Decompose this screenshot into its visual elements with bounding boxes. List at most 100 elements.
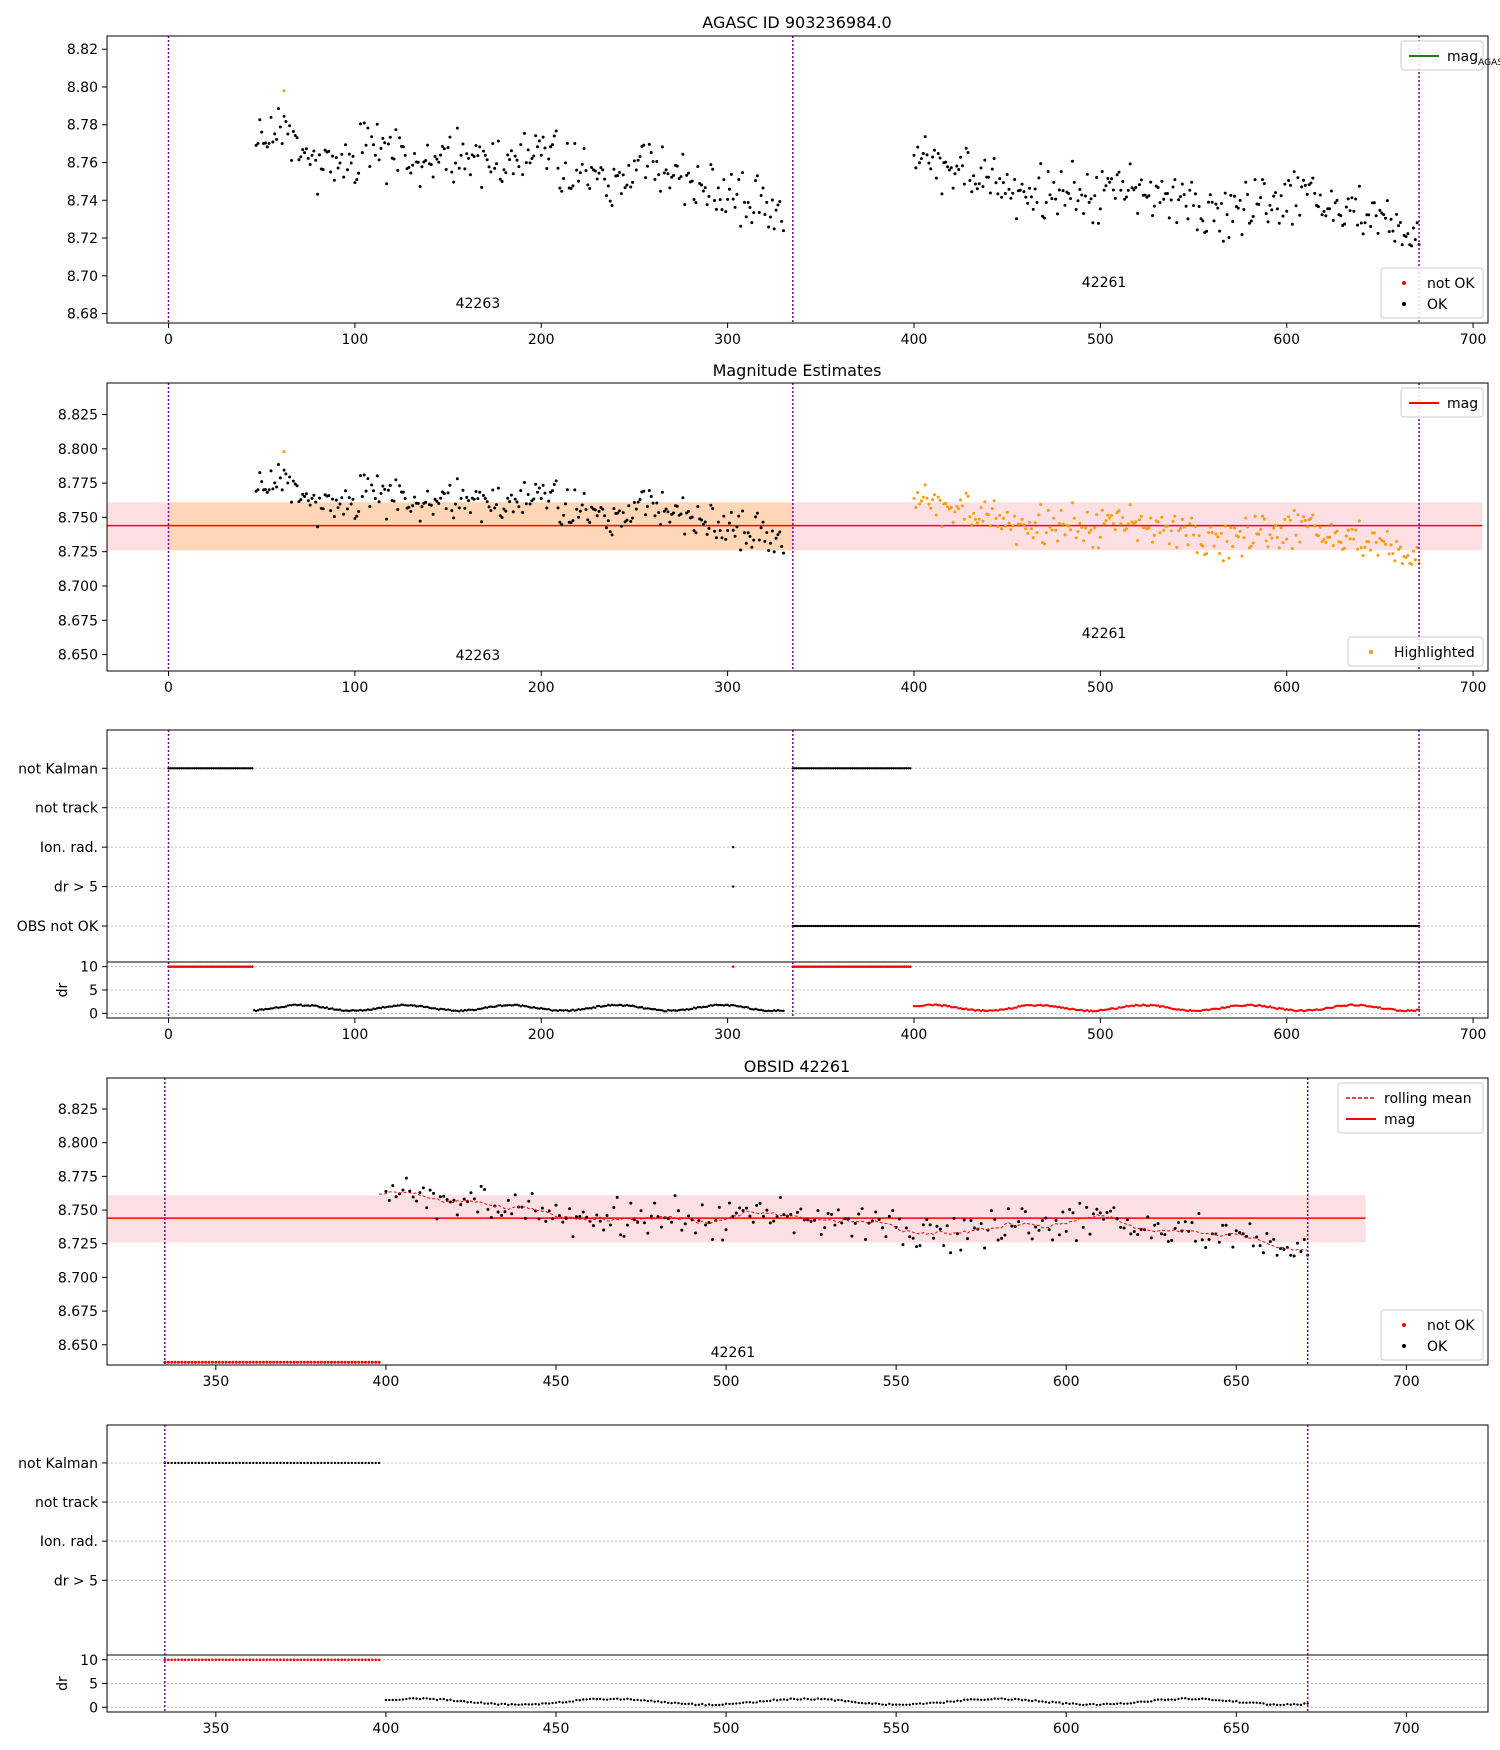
flag-marker <box>804 924 808 928</box>
data-point <box>1204 1245 1208 1249</box>
data-point <box>1301 515 1305 519</box>
data-point <box>487 505 491 509</box>
x-tick-label: 700 <box>1460 332 1487 348</box>
legend <box>1347 636 1484 667</box>
dr-point <box>1151 1004 1154 1007</box>
data-point <box>351 497 355 501</box>
data-point <box>180 1360 184 1364</box>
data-point <box>454 161 458 165</box>
dr-point <box>886 965 890 968</box>
data-point <box>653 1201 657 1205</box>
data-point <box>782 551 786 555</box>
flag-marker <box>806 767 809 770</box>
data-point <box>1184 204 1188 208</box>
data-point <box>532 154 536 158</box>
flag-marker <box>907 767 910 770</box>
data-point <box>1378 208 1382 212</box>
data-point <box>1413 238 1417 242</box>
dr-point <box>1123 1005 1126 1009</box>
data-point <box>973 182 977 186</box>
data-point <box>1411 226 1415 230</box>
data-point <box>964 146 968 150</box>
dr-point <box>782 1009 785 1012</box>
dr-frame <box>106 961 1489 1019</box>
data-point <box>278 476 282 480</box>
data-point <box>1018 188 1022 192</box>
data-point <box>455 1213 459 1217</box>
data-point <box>1236 535 1240 539</box>
data-point <box>432 1191 436 1195</box>
dr-point <box>612 1697 616 1701</box>
dr-point <box>251 1658 255 1662</box>
data-point <box>659 1225 663 1229</box>
flag-marker <box>1401 924 1404 928</box>
data-point <box>241 1360 245 1364</box>
data-point <box>1098 1211 1102 1215</box>
data-point <box>664 507 668 511</box>
flag-marker <box>1257 924 1260 928</box>
dr-point <box>1228 1699 1231 1702</box>
dr-point <box>873 965 877 968</box>
flag-marker <box>996 924 1000 928</box>
dr-point <box>398 1004 401 1007</box>
flag-marker <box>180 1461 184 1465</box>
data-point <box>1339 540 1343 544</box>
data-point <box>645 164 649 168</box>
data-point <box>435 499 439 503</box>
flag-marker <box>888 924 891 928</box>
dr-point <box>1093 1009 1096 1013</box>
flag-marker <box>1000 924 1003 928</box>
dr-point <box>1110 1007 1113 1010</box>
dr-point <box>1227 1006 1231 1009</box>
data-point <box>990 506 994 510</box>
data-point <box>1078 188 1082 192</box>
flag-marker <box>292 1461 296 1465</box>
y-tick-label: 8.78 <box>67 118 98 134</box>
dr-point <box>564 1701 568 1704</box>
flag-marker <box>1287 924 1290 928</box>
flag-marker <box>869 924 873 928</box>
flag-marker <box>1285 924 1288 928</box>
data-point <box>454 502 458 506</box>
flag-marker <box>914 924 918 928</box>
dr-point <box>816 1697 820 1700</box>
data-point <box>927 502 931 506</box>
dr-point <box>1048 1005 1052 1008</box>
flag-marker <box>247 767 250 770</box>
data-point <box>295 1360 299 1364</box>
dr-point <box>282 1005 286 1009</box>
data-point <box>881 1226 885 1230</box>
legend-label: OK <box>1427 1339 1448 1355</box>
flag-marker <box>983 924 987 928</box>
data-point <box>735 525 739 529</box>
data-point <box>1035 531 1039 535</box>
flag-row-label: dr > 5 <box>54 880 98 896</box>
data-point <box>681 152 685 156</box>
data-point <box>612 167 616 171</box>
x-tick-label: 200 <box>528 680 555 696</box>
data-point <box>1178 195 1182 199</box>
flag-marker <box>1130 924 1134 928</box>
data-point <box>619 192 623 196</box>
data-point <box>1413 558 1417 562</box>
dr-point <box>851 965 854 968</box>
dr-point <box>911 1702 915 1706</box>
data-point <box>550 143 554 147</box>
data-point <box>552 134 556 138</box>
data-point <box>1000 527 1004 531</box>
dr-point <box>823 1697 826 1701</box>
flag-marker <box>210 767 213 770</box>
dr-point <box>528 1006 532 1009</box>
legend-dot-swatch <box>1369 650 1373 654</box>
dr-point <box>486 1702 490 1705</box>
data-point <box>823 1226 827 1230</box>
data-point <box>469 1191 473 1195</box>
dr-point <box>944 1004 947 1007</box>
data-point <box>714 207 718 211</box>
flag-marker <box>1140 924 1143 928</box>
dr-point <box>490 1701 493 1705</box>
data-point <box>1011 191 1015 195</box>
data-point <box>1057 1233 1061 1237</box>
flag-marker <box>221 1461 224 1465</box>
data-point <box>1354 197 1358 201</box>
